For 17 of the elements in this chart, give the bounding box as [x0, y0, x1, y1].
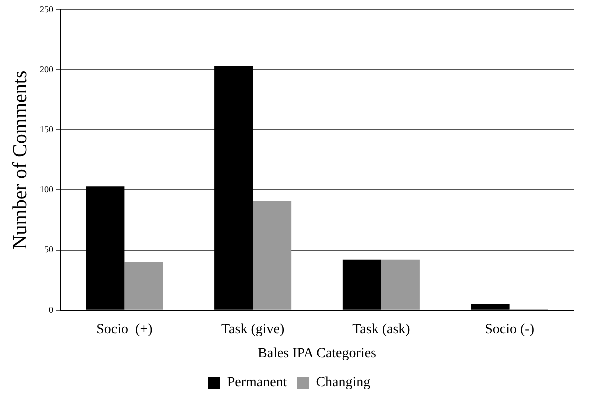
y-tick-label: 100 [40, 184, 54, 195]
bar [124, 262, 164, 310]
y-tick-label: 150 [40, 124, 54, 135]
legend-label: Permanent [227, 376, 288, 391]
y-tick-label: 250 [40, 4, 54, 14]
x-tick-label: Socio (-) [485, 322, 535, 338]
y-axis-title: Number of Comments [9, 70, 32, 250]
x-tick-label: Task (give) [221, 322, 285, 338]
bar [381, 260, 420, 310]
x-axis-title: Bales IPA Categories [258, 346, 376, 362]
y-tick-label: 200 [40, 64, 54, 74]
y-tick-label: 50 [44, 244, 54, 255]
legend-label: Changing [316, 376, 371, 391]
y-tick-label: 0 [49, 304, 54, 315]
bar [253, 201, 292, 310]
x-tick-label: Task (ask) [352, 322, 411, 338]
x-tick-label: Socio (+) [96, 322, 154, 338]
